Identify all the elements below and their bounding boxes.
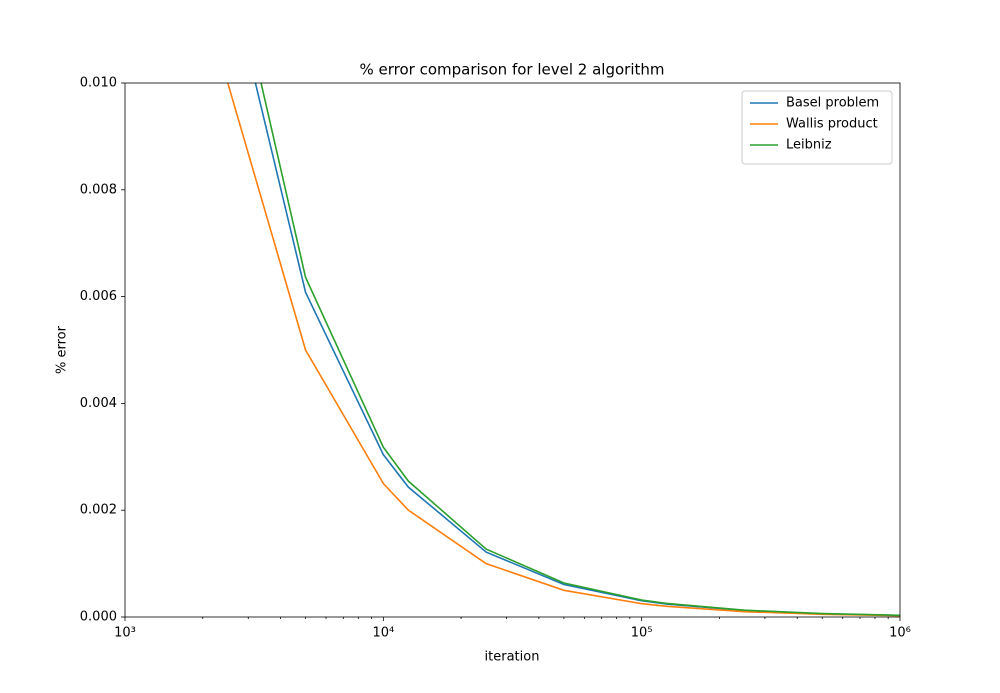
y-axis-label: % error	[55, 325, 70, 374]
x-axis-label: iteration	[485, 650, 540, 665]
y-tick-label: 0.000	[80, 610, 117, 625]
x-tick-label: 10³	[114, 626, 136, 641]
legend-box	[741, 90, 893, 165]
y-tick-label: 0.006	[80, 289, 117, 304]
legend-label: Basel problem	[786, 96, 879, 111]
legend-label: Leibniz	[786, 138, 832, 153]
y-tick-label: 0.002	[80, 503, 117, 518]
x-tick-label: 10⁴	[372, 626, 394, 641]
plot-area	[226, 83, 900, 617]
y-tick-label: 0.010	[80, 76, 117, 91]
axes-frame	[124, 82, 901, 618]
chart-title: % error comparison for level 2 algorithm	[360, 61, 665, 79]
y-tick-label: 0.008	[80, 182, 117, 197]
series-line	[260, 83, 900, 617]
x-tick-label: 10⁶	[889, 626, 911, 641]
x-tick-label: 10⁵	[631, 626, 653, 641]
series-line	[226, 83, 900, 617]
y-tick-label: 0.004	[80, 396, 117, 411]
legend-label: Wallis product	[786, 117, 878, 132]
